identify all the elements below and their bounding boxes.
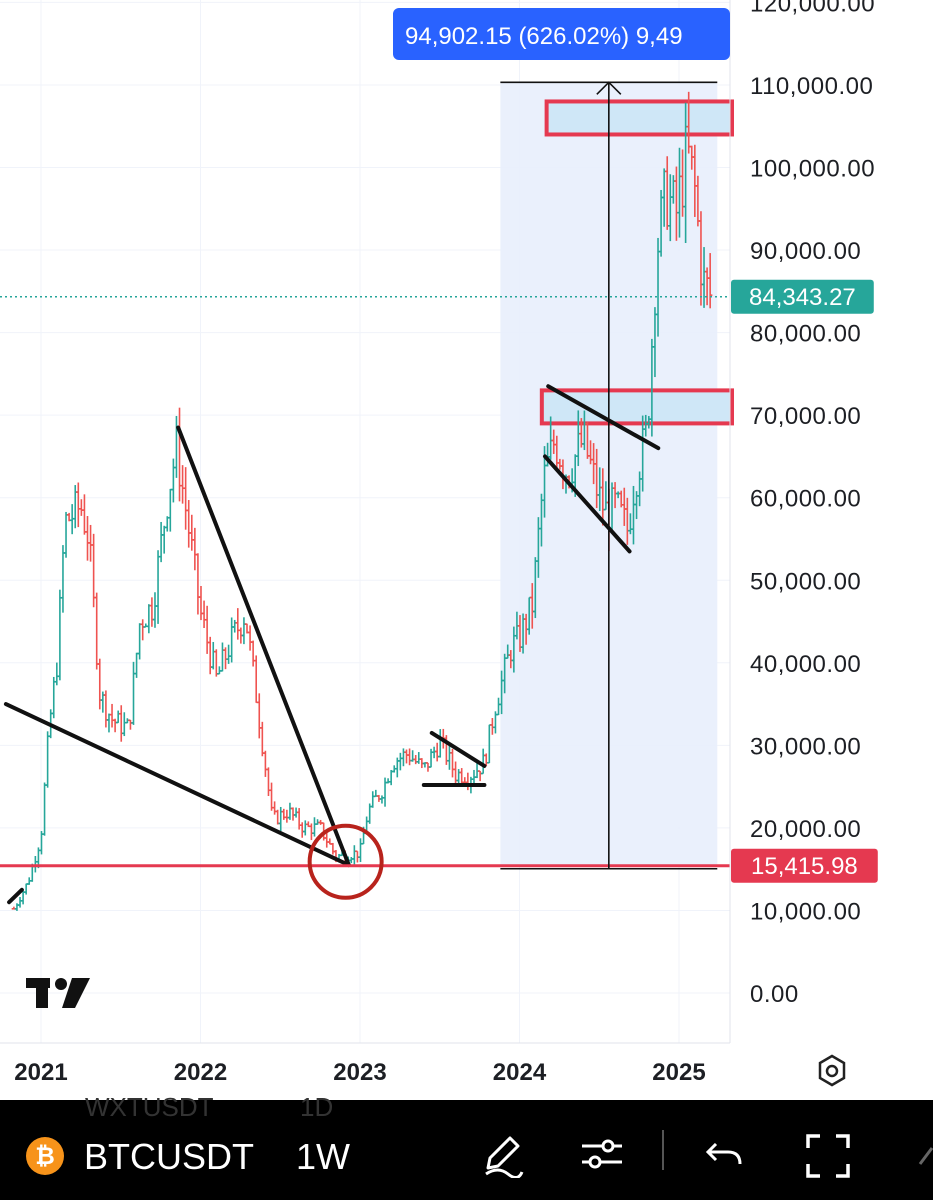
bitcoin-icon: ₿ [26, 1137, 64, 1175]
support-price-tag: 15,415.98 [731, 848, 878, 883]
fullscreen-icon [806, 1134, 850, 1178]
support-price-label: 15,415.98 [751, 853, 858, 880]
ticker-label[interactable]: BTCUSDT [84, 1136, 254, 1177]
measure-tool[interactable] [500, 81, 718, 870]
trendline[interactable] [7, 887, 24, 905]
tradingview-logo [26, 978, 90, 1008]
undo-icon [705, 1142, 742, 1165]
fullscreen-button[interactable] [804, 1132, 852, 1180]
resistance-zone[interactable] [544, 99, 734, 137]
trendlines[interactable] [3, 384, 661, 905]
indicators-button[interactable] [578, 1130, 626, 1178]
price-tick-label: 10,000.00 [750, 898, 861, 925]
undo-button[interactable] [702, 1134, 746, 1174]
time-tick-label: 2021 [14, 1059, 67, 1086]
price-axis[interactable]: 0.00 10,000.00 20,000.00 30,000.00 40,000.00… [750, 0, 875, 1008]
measure-arrowhead [596, 81, 622, 95]
price-chart[interactable]: 0.00 10,000.00 20,000.00 30,000.00 40,000.00… [0, 0, 933, 1100]
bottom-circle-marker[interactable] [307, 823, 384, 900]
interval-button[interactable]: 1W [296, 1136, 350, 1177]
price-tick-label: 100,000.00 [750, 156, 875, 183]
price-tick-label: 40,000.00 [750, 651, 861, 678]
price-tick-label: 120,000.00 [750, 0, 875, 17]
bottom-toolbar: WXTUSDT 1D ₿ BTCUSDT 1W [0, 1092, 933, 1200]
symbol-button[interactable]: ₿ [26, 1137, 64, 1175]
price-tick-label: 110,000.00 [750, 73, 873, 100]
price-tick-label: 80,000.00 [750, 321, 861, 348]
time-axis[interactable]: 2021 2022 2023 2024 2025 [14, 1059, 705, 1086]
current-price-label: 84,343.27 [749, 284, 856, 311]
candles [11, 91, 713, 911]
ghost-interval-top: 1D [300, 1092, 334, 1122]
chart-settings-icon[interactable] [818, 1054, 846, 1087]
price-tick-label: 50,000.00 [750, 568, 861, 595]
toolbar-divider [662, 1130, 664, 1170]
price-tick-label: 0.00 [750, 981, 799, 1008]
more-icon[interactable] [916, 1144, 933, 1168]
time-tick-label: 2024 [493, 1059, 547, 1086]
trendline[interactable] [543, 454, 632, 554]
resistance-zone[interactable] [539, 388, 735, 426]
sliders-icon [582, 1139, 622, 1169]
price-tick-label: 20,000.00 [750, 816, 861, 843]
price-tick-label: 60,000.00 [750, 486, 861, 513]
price-tick-label: 70,000.00 [750, 403, 861, 430]
trendline[interactable] [176, 425, 351, 868]
price-tick-label: 90,000.00 [750, 238, 861, 265]
measure-label-tag: 94,902.15 (626.02%) 9,49 [393, 8, 730, 60]
time-tick-label: 2023 [333, 1059, 386, 1086]
resistance-zones[interactable] [539, 99, 735, 426]
ghost-ticker-top: WXTUSDT [85, 1092, 214, 1122]
measure-label: 94,902.15 (626.02%) 9,49 [405, 23, 683, 50]
time-tick-label: 2022 [174, 1059, 227, 1086]
time-tick-label: 2025 [652, 1059, 705, 1086]
trendline[interactable] [429, 730, 487, 768]
price-tick-label: 30,000.00 [750, 733, 861, 760]
trendline[interactable] [3, 702, 351, 868]
current-price-tag: 84,343.27 [731, 279, 874, 314]
trendline[interactable] [546, 384, 661, 451]
drawing-tools-button[interactable] [478, 1130, 526, 1178]
pen-icon [485, 1136, 524, 1178]
